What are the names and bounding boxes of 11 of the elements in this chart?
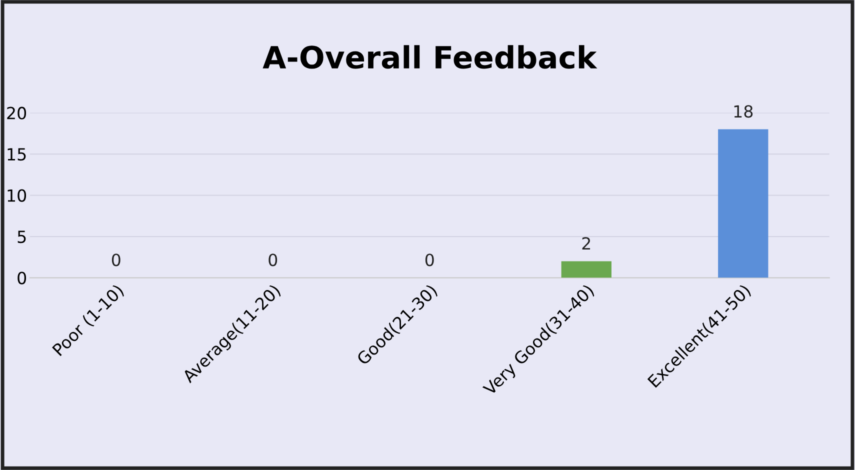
y-tick-label: 15 <box>8 148 26 161</box>
data-label: 0 <box>112 254 120 266</box>
chart-title: A-Overall Feedback <box>262 45 598 69</box>
data-label: 0 <box>268 254 278 266</box>
y-tick-label: 0 <box>18 272 26 284</box>
y-tick-label: 10 <box>8 189 26 202</box>
data-label: 0 <box>425 254 434 266</box>
data-label: 18 <box>734 105 753 118</box>
y-tick-label: 20 <box>7 106 26 120</box>
y-tick-label: 5 <box>18 230 26 244</box>
data-label: 2 <box>582 237 590 250</box>
